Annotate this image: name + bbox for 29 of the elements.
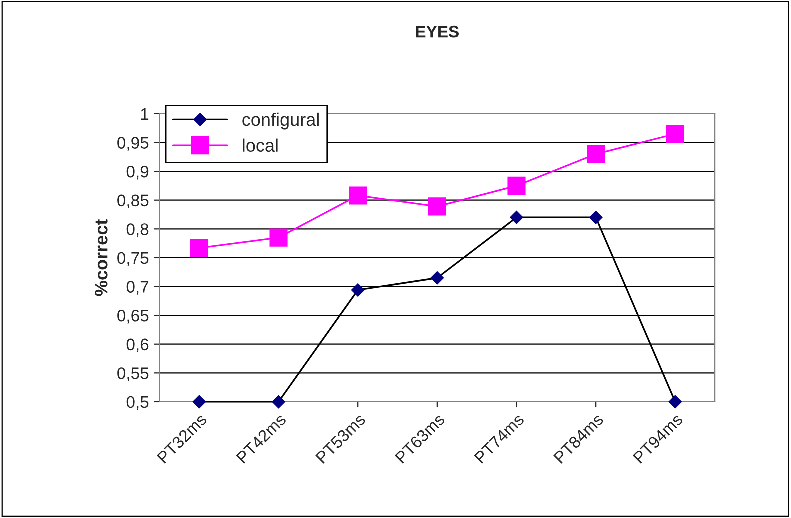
point [352,284,365,297]
point [192,395,206,409]
y-tick-label: 0,95 [118,137,149,151]
chart-title: EYES [416,26,460,38]
y-tick-label: 0,7 [126,281,149,295]
y-tick-label: 0,9 [126,166,149,180]
y-tick-label: 1 [141,108,149,120]
point [508,176,526,195]
legend-label: configural [242,112,319,130]
point [666,125,684,144]
y-tick-label: 0,75 [118,252,149,266]
point [190,239,208,258]
point [589,211,603,224]
point [428,198,446,216]
legend-label: local [243,138,278,152]
y-axis-title: %correct [95,220,108,296]
point [510,211,524,224]
point [270,228,288,247]
point [349,186,368,205]
point [272,395,286,409]
y-tick-label: 0,55 [118,368,149,382]
y-tick-label: 0,5 [126,396,149,410]
y-tick-label: 0,85 [118,194,149,209]
y-tick-label: 0,6 [126,338,149,353]
point [587,145,606,164]
y-tick-label: 0,65 [118,310,149,324]
point [668,395,682,409]
point [430,272,444,285]
y-tick-label: 0,8 [126,224,149,238]
